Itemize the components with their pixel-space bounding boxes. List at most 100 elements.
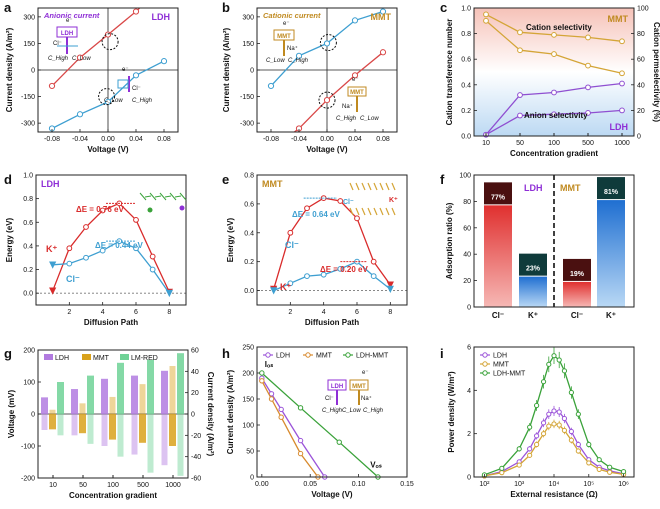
data-point: [607, 469, 613, 475]
panel-label-g: g: [4, 346, 12, 361]
data-point: [323, 97, 331, 104]
voltage-bar: [87, 375, 94, 414]
data-point: [48, 82, 56, 90]
data-point: [561, 427, 568, 434]
endpoint-marker: [270, 287, 278, 295]
b-ylabel: Current density (A/m²): [222, 27, 231, 112]
f-frame: [473, 174, 635, 308]
legend-label: LDH-MMT: [356, 353, 389, 360]
data-point: [83, 224, 89, 230]
d-ytick-label: 0.6: [23, 220, 33, 227]
inset-ion: Na⁺: [287, 45, 298, 52]
data-point: [561, 415, 568, 422]
g-ytick-label: 0: [31, 412, 35, 419]
annotation-anion: Anion selectivity: [524, 111, 588, 120]
data-point: [540, 420, 547, 426]
panel-h: 0.00 0.05 0.10 0.15 0 50 100 150 200 250 Voltage (…: [226, 345, 414, 500]
d-xtick-label: 4: [101, 309, 105, 316]
c-ytick-label: 1.0: [461, 6, 471, 13]
structure-bond: [361, 207, 366, 216]
data-point: [83, 254, 89, 261]
legend-label: LDH-MMT: [493, 371, 526, 378]
endpoint-marker: [49, 287, 57, 295]
c-xtick-label: 500: [582, 140, 594, 147]
data-point: [337, 265, 344, 272]
panel-c: 10 50 100 500 1000 0.0 0.2 0.4 0.6 0.8 1.0 0 20 40 60 8…: [445, 6, 660, 159]
voltage-bar: [49, 414, 56, 430]
panel-label-f: f: [440, 172, 445, 187]
title: MMT: [262, 179, 283, 189]
structure-bond: [373, 182, 378, 191]
g-xtick-label: 500: [137, 482, 149, 489]
legend-label: LM-RED: [131, 355, 158, 362]
panel-b: -0.08 -0.04 0.00 0.04 0.08 -300 -150 0 150 300 Vol…: [222, 7, 398, 154]
data-point: [517, 47, 523, 54]
data-point: [297, 405, 304, 411]
i-ytick-label: 6: [467, 345, 471, 352]
inset-ion: Cl⁻: [132, 86, 141, 92]
c2-ytick-label: 20: [637, 108, 645, 115]
data-point: [149, 253, 156, 260]
c2-ytick-label: 0: [637, 134, 641, 141]
legend-marker: [305, 352, 311, 358]
data-point: [336, 439, 342, 445]
a-xtick-label: -0.08: [44, 136, 60, 143]
b-xtick-label: 0.08: [376, 136, 390, 143]
voltage-bar: [161, 370, 168, 414]
g-ytick-label: 200: [23, 348, 35, 355]
data-point: [568, 428, 574, 435]
structure-bond: [385, 207, 390, 216]
data-point: [133, 217, 139, 223]
data-point: [551, 353, 557, 359]
i-xlabel: External resistance (Ω): [510, 490, 598, 499]
inset-chigh: C_High: [48, 56, 69, 62]
e-ytick-label: 0.0: [244, 288, 254, 295]
data-point: [585, 34, 591, 41]
structure-bond: [154, 195, 162, 198]
current-bar: [41, 414, 48, 430]
data-point: [619, 107, 625, 114]
data-point: [596, 466, 602, 473]
data-point: [546, 411, 552, 417]
c-ytick-label: 0.4: [461, 82, 471, 89]
endpoint-marker: [386, 281, 394, 289]
data-point: [607, 464, 613, 470]
data-point: [516, 462, 522, 468]
current-bar: [177, 414, 184, 476]
annotation: ΔE = 0.44 eV: [95, 241, 143, 250]
data-point: [619, 38, 625, 45]
g-xlabel: Concentration gradient: [69, 491, 157, 500]
data-point: [267, 82, 275, 90]
data-point: [320, 271, 327, 278]
series-line: [52, 202, 170, 293]
d-frame: [35, 174, 187, 306]
data-point: [354, 215, 360, 222]
a-xtick-label: 0.08: [157, 136, 171, 143]
category-label: K⁺: [528, 311, 538, 320]
i-ytick-label: 2: [467, 431, 471, 438]
tem-thumbnail: [484, 182, 512, 205]
data-point: [575, 448, 581, 454]
inset-label: LDH: [331, 384, 343, 390]
data-label: 81%: [604, 189, 619, 196]
title: MMT: [371, 12, 392, 22]
data-point: [534, 441, 540, 448]
data-point: [620, 468, 627, 475]
c-xtick-label: 100: [548, 140, 560, 147]
legend-marker: [345, 352, 351, 358]
current-bar: [57, 414, 64, 436]
series-red: [293, 49, 387, 132]
d-xtick-label: 2: [67, 309, 71, 316]
current-bar: [117, 414, 124, 457]
legend-label: MMT: [493, 362, 510, 369]
g2-ytick-label: -40: [191, 454, 201, 461]
d-ytick-label: 0.8: [23, 196, 33, 203]
data-point: [76, 111, 84, 118]
f-ytick-label: 0: [467, 305, 471, 312]
f-ytick-label: 80: [463, 199, 471, 206]
h-ytick-label: 150: [242, 397, 254, 404]
data-point: [540, 379, 547, 385]
data-point: [379, 8, 387, 15]
data-point: [551, 421, 557, 427]
data-point: [370, 258, 377, 265]
